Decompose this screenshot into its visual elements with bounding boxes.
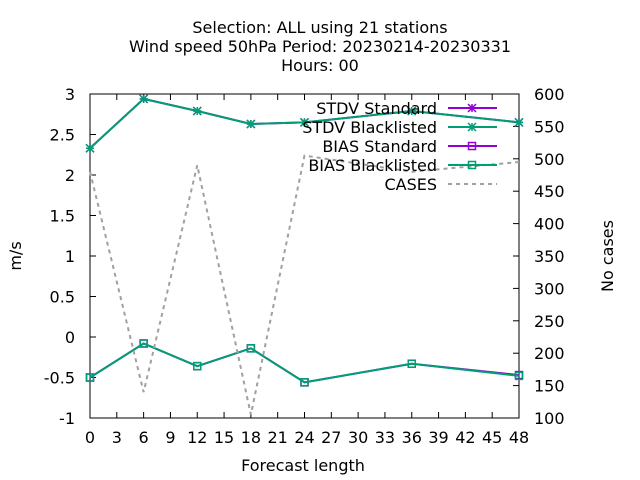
series-line <box>89 342 520 384</box>
y2-tick-label: 300 <box>534 279 565 298</box>
title-line: Selection: ALL using 21 stations <box>192 18 447 37</box>
data-point <box>514 117 524 127</box>
legend-label: STDV Standard <box>316 99 437 118</box>
x-tick-label: 18 <box>241 428 261 447</box>
x-axis-label: Forecast length <box>241 456 365 475</box>
data-point <box>85 143 95 153</box>
legend-label: BIAS Blacklisted <box>308 156 437 175</box>
data-point <box>192 106 202 116</box>
y2-tick-label: 450 <box>534 182 565 201</box>
series-line <box>89 154 520 415</box>
legend-label: BIAS Standard <box>322 137 437 156</box>
series-bias-blacklisted <box>85 339 524 387</box>
series-cases <box>89 154 520 415</box>
data-point <box>85 373 95 382</box>
data-point <box>246 344 256 353</box>
x-tick-label: 21 <box>268 428 288 447</box>
y-tick-label: 0 <box>65 328 75 347</box>
x-tick-label: 48 <box>509 428 529 447</box>
data-point <box>139 94 149 104</box>
series-stdv-blacklisted <box>85 94 524 153</box>
y-tick-label: -0.5 <box>44 369 75 388</box>
y2-tick-label: 350 <box>534 247 565 266</box>
y2-tick-label: 200 <box>534 344 565 363</box>
y-tick-label: 1.5 <box>50 207 75 226</box>
x-tick-label: 6 <box>139 428 149 447</box>
y2-tick-label: 500 <box>534 150 565 169</box>
y-tick-label: 3 <box>65 85 75 104</box>
data-point <box>139 339 148 348</box>
series-line <box>89 342 520 384</box>
x-tick-label: 39 <box>428 428 448 447</box>
data-point <box>407 359 416 368</box>
y-tick-label: 2 <box>65 166 75 185</box>
y2-tick-label: 600 <box>534 85 565 104</box>
x-tick-label: 30 <box>348 428 368 447</box>
x-tick-label: 42 <box>455 428 475 447</box>
y2-tick-label: 100 <box>534 409 565 428</box>
x-tick-label: 45 <box>482 428 502 447</box>
x-tick-label: 15 <box>214 428 234 447</box>
title-line: Wind speed 50hPa Period: 20230214-202303… <box>129 37 511 56</box>
x-tick-label: 24 <box>294 428 314 447</box>
x-tick-label: 33 <box>375 428 395 447</box>
y-tick-label: 1 <box>65 247 75 266</box>
series-layer <box>85 94 524 415</box>
y2-tick-label: 550 <box>534 117 565 136</box>
data-point <box>246 119 256 129</box>
y-tick-label: -1 <box>59 409 75 428</box>
x-tick-label: 36 <box>402 428 422 447</box>
x-tick-label: 9 <box>165 428 175 447</box>
legend-marker <box>467 103 477 113</box>
legend-label: CASES <box>384 175 437 194</box>
y-tick-label: 2.5 <box>50 126 75 145</box>
data-point <box>193 361 202 371</box>
y-axis-label: m/s <box>6 241 25 270</box>
title-line: Hours: 00 <box>281 56 359 75</box>
x-tick-label: 27 <box>321 428 341 447</box>
axis-ticks: 0 3 6 9 12 15 18 21 24 27 30 33 36 39 42 45 48-1-0.500.5… <box>44 85 565 447</box>
data-point <box>514 371 524 381</box>
legend-label: STDV Blacklisted <box>302 118 437 137</box>
data-point <box>407 106 417 116</box>
y2-axis-label: No cases <box>598 220 617 292</box>
data-point <box>300 378 309 387</box>
legend-marker <box>467 122 477 132</box>
data-point <box>299 117 310 127</box>
y2-tick-label: 400 <box>534 215 565 234</box>
x-tick-label: 12 <box>187 428 207 447</box>
legend-marker <box>467 160 477 170</box>
y2-tick-label: 250 <box>534 312 565 331</box>
y2-tick-label: 150 <box>534 377 565 396</box>
y-tick-label: 0.5 <box>50 288 75 307</box>
x-tick-label: 3 <box>112 428 122 447</box>
x-tick-label: 0 <box>85 428 95 447</box>
legend-marker <box>467 141 477 151</box>
